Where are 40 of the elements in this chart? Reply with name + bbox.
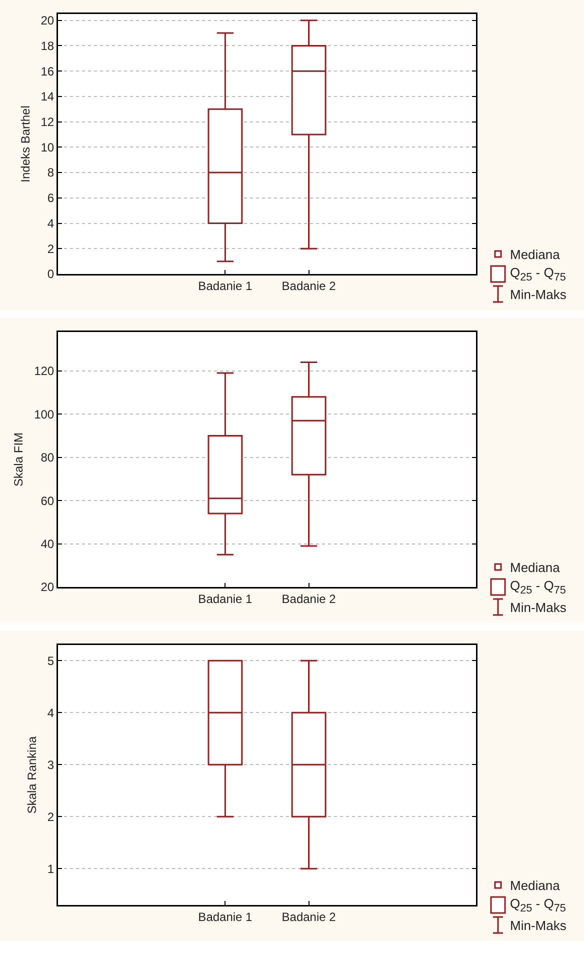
- y-tick-label: 12: [40, 115, 54, 129]
- y-tick-label: 2: [47, 242, 54, 256]
- y-tick-label: 100: [34, 407, 54, 422]
- y-tick-label: 8: [47, 166, 54, 180]
- text: Q$_{25}$ - Q$_{75}$: [510, 896, 566, 914]
- y-tick-label: 2: [47, 810, 54, 824]
- y-tick-label: 5: [47, 654, 54, 668]
- text: Mediana: [510, 246, 560, 262]
- y-tick-label: 120: [34, 364, 54, 378]
- y-axis-title: Skala FIM: [12, 432, 26, 487]
- y-axis-title: Skala Rankina: [24, 736, 39, 814]
- y-tick-label: 4: [47, 706, 54, 720]
- y-tick-label: 20: [40, 14, 54, 28]
- y-tick-label: 40: [40, 536, 54, 551]
- x-tick-label: Badanie 2: [282, 278, 336, 293]
- y-axis-title: Indeks Barthel: [18, 106, 32, 182]
- text: Min-Maks: [510, 286, 566, 302]
- y-tick-label: 20: [40, 580, 54, 594]
- y-tick-label: 14: [40, 90, 54, 104]
- y-tick-label: 6: [47, 191, 54, 206]
- x-tick-label: Badanie 1: [198, 910, 253, 924]
- y-tick-label: 1: [47, 862, 54, 876]
- text: Q$_{25}$ - Q$_{75}$: [510, 578, 566, 596]
- y-tick-label: 16: [40, 64, 54, 78]
- text: Min-Maks: [510, 600, 566, 614]
- text: Min-Maks: [510, 918, 566, 932]
- text: Q$_{25}$ - Q$_{75}$: [510, 264, 566, 284]
- y-tick-label: 80: [40, 450, 54, 465]
- y-tick-label: 60: [40, 494, 54, 508]
- y-tick-label: 10: [40, 140, 54, 154]
- y-tick-label: 4: [47, 216, 54, 230]
- text: Mediana: [510, 878, 560, 892]
- x-tick-label: Badanie 2: [282, 592, 336, 606]
- y-tick-label: 18: [40, 38, 54, 53]
- x-tick-label: Badanie 2: [282, 910, 336, 924]
- text: Mediana: [510, 560, 560, 574]
- y-tick-label: 3: [47, 758, 54, 772]
- x-tick-label: Badanie 1: [198, 278, 253, 293]
- x-tick-label: Badanie 1: [198, 592, 253, 606]
- y-tick-label: 0: [47, 267, 54, 282]
